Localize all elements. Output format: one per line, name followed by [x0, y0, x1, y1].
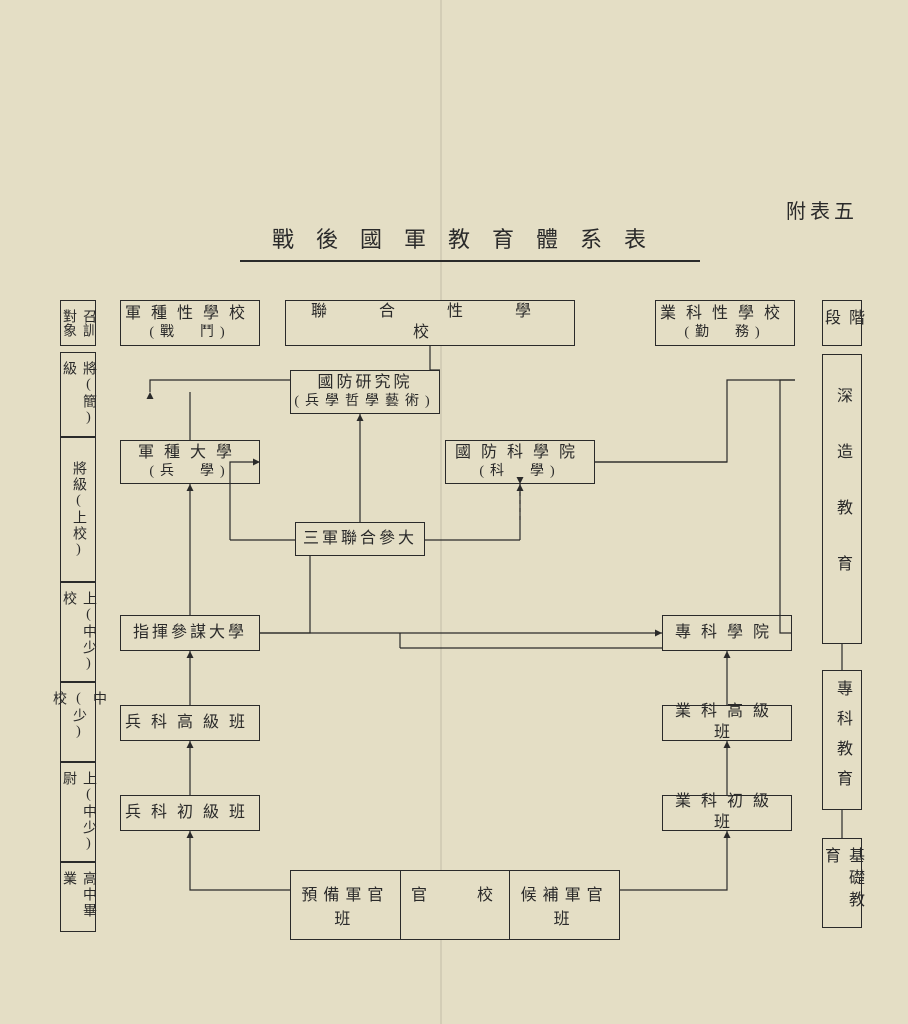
right-axis-header: 階段 — [822, 300, 862, 346]
label: 軍種性學校 — [125, 304, 255, 325]
header-service-school: 業科性學校 (勤 務) — [655, 300, 795, 346]
label: 國防科學院 — [455, 443, 585, 464]
label: 業科高級班 — [663, 702, 791, 744]
node-ndri: 國防研究院 (兵學哲學藝術) — [290, 370, 440, 414]
label: 軍種大學 — [138, 443, 242, 464]
label: 業科性學校 — [660, 304, 790, 325]
left-axis-e: 上(中少)尉 — [60, 762, 96, 862]
cell-officer-school: 官 校 — [400, 871, 510, 939]
node-tri-joint-staff: 三軍聯合參大 — [295, 522, 425, 556]
left-axis-c: 上(中少)校 — [60, 582, 96, 682]
node-bing-initial: 兵科初級班 — [120, 795, 260, 831]
node-bing-advanced: 兵科高級班 — [120, 705, 260, 741]
header-combat-school: 軍種性學校 (戰 鬥) — [120, 300, 260, 346]
left-axis-a: 將(簡)級 — [60, 352, 96, 437]
header-joint-school: 聯 合 性 學 校 — [285, 300, 575, 346]
label: 指揮參謀大學 — [133, 623, 247, 644]
right-axis-advanced: 深造教育 — [822, 354, 862, 644]
left-axis-b: 將級(上校) — [60, 437, 96, 582]
sublabel: (兵學哲學藝術) — [294, 393, 435, 411]
node-service-university: 軍種大學 (兵 學) — [120, 440, 260, 484]
label: 兵科高級班 — [125, 713, 255, 734]
sublabel: (勤 務) — [684, 324, 765, 342]
appendix-label: 附表五 — [786, 195, 858, 224]
cell-candidate-officer: 候補軍官班 — [509, 871, 619, 939]
label: 國防研究院 — [317, 373, 412, 394]
page-title: 戰後國軍教育體系表 — [240, 222, 700, 262]
label: 專科學院 — [675, 623, 779, 644]
label: 業科初級班 — [663, 792, 791, 834]
cell-reserve-officer: 預備軍官班 — [291, 871, 400, 939]
left-axis-f: 高中畢業 — [60, 862, 96, 932]
sublabel: (兵 學) — [149, 463, 230, 481]
node-defense-science-inst: 國防科學院 (科 學) — [445, 440, 595, 484]
node-ye-advanced: 業科高級班 — [662, 705, 792, 741]
node-specialist-institute: 專科學院 — [662, 615, 792, 651]
left-axis-d: 中(少)校 — [60, 682, 96, 762]
label: 聯 合 性 學 校 — [286, 302, 574, 344]
right-axis-basic: 基礎教育 — [822, 838, 862, 928]
label: 兵科初級班 — [125, 803, 255, 824]
left-axis-header: 召訓對象 — [60, 300, 96, 346]
node-ye-initial: 業科初級班 — [662, 795, 792, 831]
bottom-officer-row: 預備軍官班 官 校 候補軍官班 — [290, 870, 620, 940]
right-axis-specialist: 專科教育 — [822, 670, 862, 810]
label: 三軍聯合參大 — [303, 529, 417, 550]
sublabel: (科 學) — [479, 463, 560, 481]
sublabel: (戰 鬥) — [149, 324, 230, 342]
node-command-staff-u: 指揮參謀大學 — [120, 615, 260, 651]
